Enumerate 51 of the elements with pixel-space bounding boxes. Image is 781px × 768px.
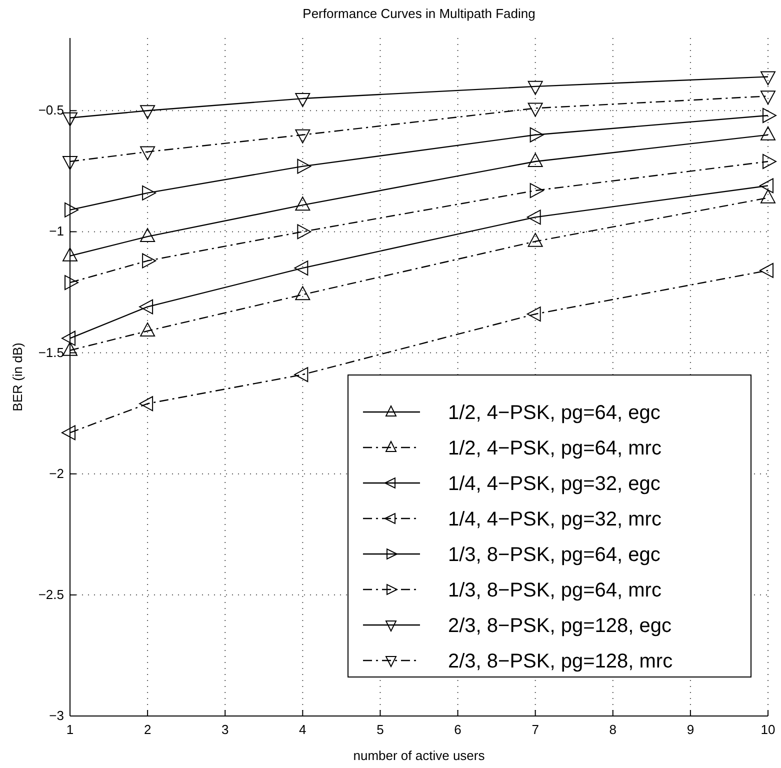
point: [139, 299, 154, 314]
point: [294, 260, 308, 276]
y-tick-label: −2: [49, 466, 64, 481]
y-tick-label: −3: [49, 708, 64, 723]
x-tick-label: 1: [66, 722, 74, 737]
point: [139, 396, 154, 412]
point: [64, 202, 78, 218]
point: [140, 105, 156, 120]
legend-label: 1/4, 4−PSK, pg=32, mrc: [448, 508, 662, 530]
x-tick-label: 5: [376, 722, 384, 737]
point: [140, 322, 156, 336]
legend-label: 2/3, 8−PSK, pg=128, mrc: [448, 650, 673, 672]
x-tick-label: 8: [609, 722, 617, 737]
legend-label: 1/3, 8−PSK, pg=64, mrc: [448, 580, 662, 602]
point: [62, 112, 78, 126]
point: [294, 367, 308, 382]
legend-label: 1/4, 4−PSK, pg=32, egc: [448, 473, 660, 495]
legend-label: 1/2, 4−PSK, pg=64, mrc: [448, 438, 662, 460]
point: [526, 210, 541, 225]
y-axis-title: BER (in dB): [10, 342, 25, 412]
point: [140, 146, 156, 160]
x-axis-title: number of active users: [353, 748, 486, 763]
point: [528, 80, 543, 95]
x-tick-label: 10: [760, 722, 776, 737]
chart-title: Performance Curves in Multipath Fading: [302, 6, 536, 21]
point: [295, 93, 310, 108]
x-tick-label: 7: [532, 722, 539, 737]
point: [140, 228, 156, 242]
x-tick-label: 9: [686, 722, 694, 737]
legend-label: 2/3, 8−PSK, pg=128, egc: [448, 615, 672, 637]
y-tick-label: −1: [49, 224, 64, 239]
x-tick-label: 4: [299, 722, 306, 737]
y-tick-label: −2.5: [38, 586, 64, 602]
x-tick-label: 6: [454, 722, 462, 737]
x-tick-label: 3: [221, 722, 229, 737]
point: [528, 102, 543, 117]
point: [295, 286, 310, 300]
point: [760, 262, 774, 278]
y-tick-label: −1.5: [38, 344, 64, 360]
point: [62, 156, 78, 170]
y-tick-label: −0.5: [38, 102, 64, 118]
point: [62, 342, 78, 356]
point: [526, 306, 541, 322]
point: [760, 71, 776, 86]
point: [760, 90, 776, 105]
legend-label: 1/2, 4−PSK, pg=64, egc: [448, 402, 660, 424]
x-tick-label: 2: [144, 722, 152, 737]
legend-label: 1/3, 8−PSK, pg=64, egc: [448, 544, 660, 566]
point: [64, 275, 78, 290]
point: [760, 178, 774, 194]
point: [295, 129, 310, 144]
